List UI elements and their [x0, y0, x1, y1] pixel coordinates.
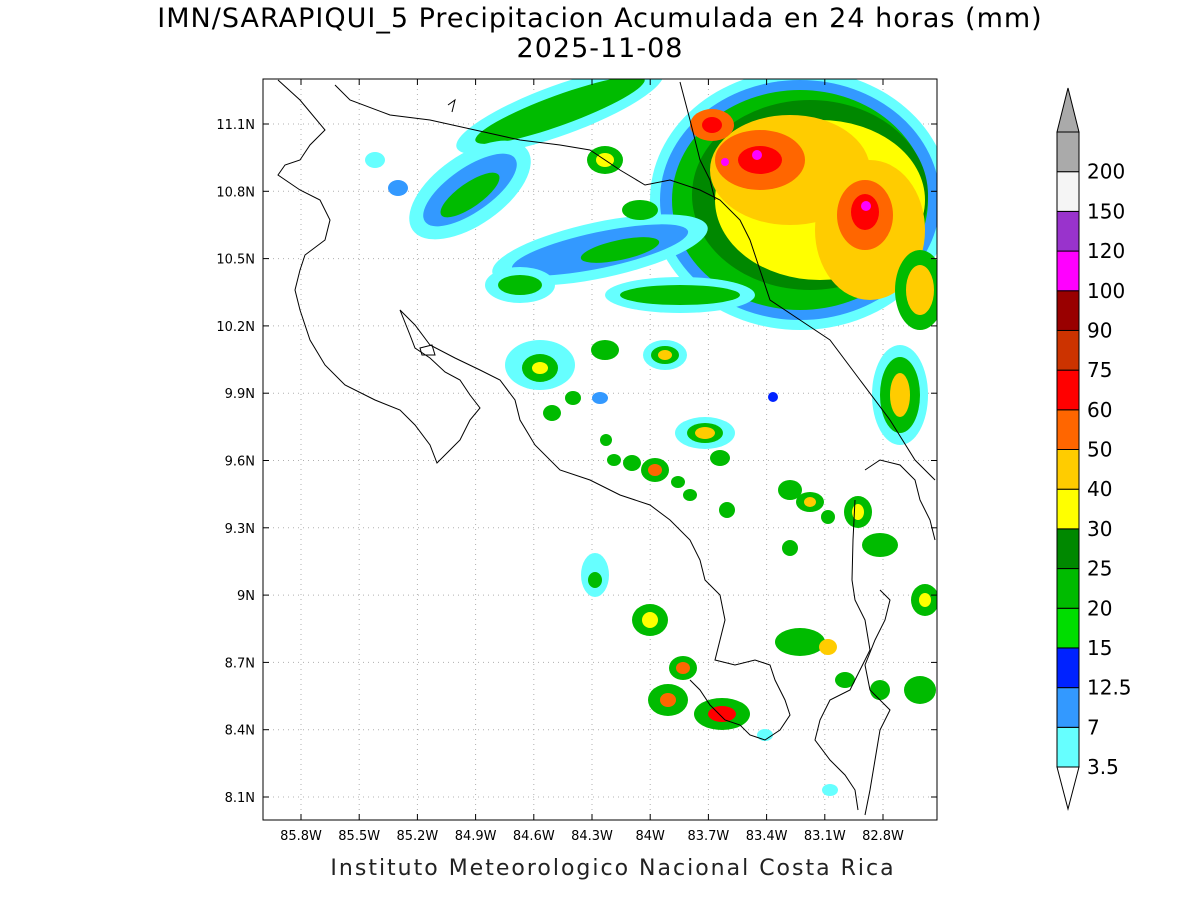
lon-label: 84.9W: [455, 829, 497, 844]
lat-label: 10.5N: [216, 253, 255, 268]
lon-label: 85.5W: [338, 829, 380, 844]
lon-label: 83.7W: [687, 829, 729, 844]
map-title: IMN/SARAPIQUI_5 Precipitacion Acumulada …: [157, 3, 1043, 34]
lat-label: 8.7N: [225, 656, 255, 671]
lat-label: 10.8N: [216, 185, 255, 200]
lon-label: 82.8W: [862, 829, 904, 844]
colorbar-swatch: [1056, 607, 1080, 649]
lat-label: 9.3N: [225, 522, 255, 537]
rain-cells-central: [505, 340, 778, 501]
lon-label: 83.1W: [804, 829, 846, 844]
colorbar-label: 3.5: [1087, 755, 1119, 779]
colorbar-over-arrow: [1056, 87, 1080, 133]
colorbar-label: 15: [1087, 636, 1112, 660]
lon-label: 83.4W: [746, 829, 788, 844]
colorbar-swatch: [1056, 409, 1080, 450]
colorbar-label: 200: [1087, 160, 1125, 184]
lat-label: 9.9N: [225, 387, 255, 402]
lon-label: 85.8W: [280, 829, 322, 844]
colorbar-label: 40: [1087, 477, 1112, 501]
lon-label: 84W: [635, 829, 665, 844]
colorbar-label: 150: [1087, 199, 1125, 223]
colorbar-swatch: [1056, 449, 1080, 490]
colorbar-swatch: [1056, 528, 1080, 570]
coastline: [277, 79, 936, 816]
colorbar-label: 60: [1087, 398, 1112, 422]
colorbar-swatch: [1056, 171, 1080, 212]
colorbar-label: 90: [1087, 318, 1112, 342]
lon-label: 84.6W: [513, 829, 555, 844]
lon-label: 85.2W: [396, 829, 438, 844]
lat-label: 10.2N: [216, 320, 255, 335]
footer-credit: Instituto Meteorologico Nacional Costa R…: [330, 856, 896, 881]
colorbar-swatch: [1056, 131, 1080, 173]
lat-label: 8.1N: [225, 791, 255, 806]
lat-label: 9.6N: [225, 455, 255, 470]
colorbar-swatch: [1056, 290, 1080, 331]
colorbar-swatch: [1056, 647, 1080, 689]
grid-lines: [263, 79, 937, 820]
colorbar-swatch: [1056, 568, 1080, 609]
colorbar-label: 7: [1087, 715, 1100, 739]
colorbar-swatch: [1056, 250, 1080, 292]
rain-cells-south: [581, 480, 937, 796]
lat-label: 8.4N: [225, 724, 255, 739]
colorbar-label: 100: [1087, 279, 1125, 303]
colorbar-label: 25: [1087, 557, 1112, 581]
colorbar-swatch: [1056, 210, 1080, 252]
axes: 11.1N 10.8N 10.5N 10.2N 9.9N 9.6N 9.3N 9N 8.7N 8.…: [216, 79, 937, 844]
colorbar-label: 20: [1087, 596, 1112, 620]
colorbar-label: 120: [1087, 239, 1125, 263]
colorbar-label: 75: [1087, 358, 1112, 382]
lon-label: 84.3W: [571, 829, 613, 844]
colorbar-swatch: [1056, 369, 1080, 411]
lat-label: 9N: [237, 589, 255, 604]
map-date: 2025-11-08: [516, 33, 684, 64]
colorbar-swatch: [1056, 329, 1080, 371]
precipitation-field: [365, 79, 937, 796]
colorbar-label: 30: [1087, 517, 1112, 541]
rain-bands-northwest: [365, 79, 755, 313]
rain-cluster-northeast: [650, 79, 937, 445]
lat-label: 11.1N: [216, 118, 255, 133]
colorbar-label: 12.5: [1087, 676, 1132, 700]
colorbar: 3.5 7 12.5 15 20 25 30 40 50 60 75 90 100 120 150 200: [1056, 87, 1132, 811]
colorbar-swatch: [1056, 687, 1080, 728]
colorbar-label: 50: [1087, 438, 1112, 462]
colorbar-swatch: [1056, 488, 1080, 530]
colorbar-swatch: [1056, 726, 1080, 768]
colorbar-under-arrow: [1056, 766, 1080, 811]
plot-frame: [262, 78, 938, 821]
